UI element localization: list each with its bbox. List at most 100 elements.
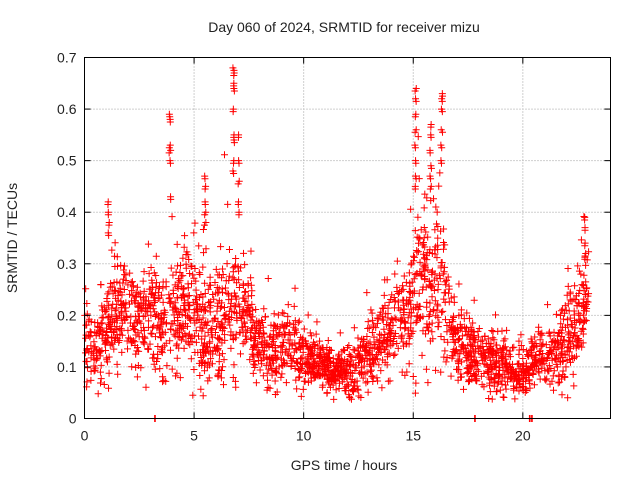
data-point <box>411 113 419 121</box>
data-point <box>304 311 312 319</box>
data-point <box>365 349 373 357</box>
data-point <box>544 354 552 362</box>
data-point <box>321 371 329 379</box>
data-point <box>182 332 190 340</box>
data-point <box>374 377 382 385</box>
data-point <box>436 169 444 177</box>
data-point <box>369 374 377 382</box>
data-point <box>424 379 432 387</box>
data-point <box>364 324 372 332</box>
data-point <box>363 368 371 376</box>
data-point <box>156 365 164 373</box>
data-point <box>486 388 494 396</box>
data-point <box>310 338 318 346</box>
data-point <box>582 317 590 325</box>
data-point <box>439 307 447 315</box>
data-point <box>200 221 208 229</box>
data-point <box>240 306 248 314</box>
data-point <box>177 336 185 344</box>
data-point <box>581 242 589 250</box>
data-point <box>368 373 376 381</box>
data-point <box>441 316 449 324</box>
data-point <box>440 295 448 303</box>
data-point <box>163 362 171 370</box>
data-point <box>496 344 504 352</box>
data-point <box>393 339 401 347</box>
data-point <box>502 363 510 371</box>
data-point <box>421 267 429 275</box>
x-tick-label: 10 <box>296 428 312 444</box>
data-point <box>324 336 332 344</box>
data-point <box>478 381 486 389</box>
data-point <box>87 367 95 375</box>
data-point <box>549 372 557 380</box>
data-point <box>159 284 167 292</box>
data-point <box>299 348 307 356</box>
data-point <box>360 362 368 370</box>
data-point <box>387 295 395 303</box>
data-point <box>230 139 238 147</box>
data-point <box>110 345 118 353</box>
data-point <box>581 252 589 260</box>
data-point <box>215 366 223 374</box>
data-point <box>336 358 344 366</box>
data-point <box>111 337 119 345</box>
data-point <box>410 253 418 261</box>
data-point <box>201 367 209 375</box>
data-point <box>432 312 440 320</box>
data-point <box>368 316 376 324</box>
data-point <box>523 350 531 358</box>
data-point <box>439 270 447 278</box>
data-point <box>558 391 566 399</box>
data-point <box>117 261 125 269</box>
data-point <box>163 319 171 327</box>
data-point <box>397 333 405 341</box>
data-point <box>142 383 150 391</box>
data-point <box>320 353 328 361</box>
data-point <box>497 377 505 385</box>
data-point <box>377 367 385 375</box>
y-tick-label: 0 <box>69 411 77 427</box>
data-point <box>273 323 281 331</box>
data-point <box>199 324 207 332</box>
data-point <box>236 350 244 358</box>
data-point <box>511 395 519 403</box>
data-point <box>501 381 509 389</box>
data-point <box>425 321 433 329</box>
data-point <box>223 260 231 268</box>
data-point <box>251 337 259 345</box>
data-point <box>401 371 409 379</box>
data-point <box>435 318 443 326</box>
data-point <box>390 334 398 342</box>
data-point <box>226 321 234 329</box>
data-point <box>158 328 166 336</box>
data-point <box>207 355 215 363</box>
data-point <box>216 367 224 375</box>
data-point <box>559 354 567 362</box>
data-point <box>377 308 385 316</box>
data-point <box>201 185 209 193</box>
data-point <box>438 97 446 105</box>
data-point <box>190 229 198 237</box>
data-point <box>220 151 228 159</box>
data-point <box>384 310 392 318</box>
data-point <box>81 349 89 357</box>
data-point <box>489 334 497 342</box>
data-point <box>469 347 477 355</box>
data-point <box>465 376 473 384</box>
data-point <box>466 369 474 377</box>
data-point <box>87 354 95 362</box>
data-point <box>399 285 407 293</box>
data-point <box>240 294 248 302</box>
data-point <box>223 289 231 297</box>
data-point <box>312 330 320 338</box>
data-point <box>515 380 523 388</box>
data-point <box>269 330 277 338</box>
data-point <box>458 343 466 351</box>
data-point <box>173 354 181 362</box>
data-point <box>214 289 222 297</box>
data-point <box>556 311 564 319</box>
data-point <box>393 283 401 291</box>
data-point <box>431 226 439 234</box>
data-point <box>492 311 499 319</box>
